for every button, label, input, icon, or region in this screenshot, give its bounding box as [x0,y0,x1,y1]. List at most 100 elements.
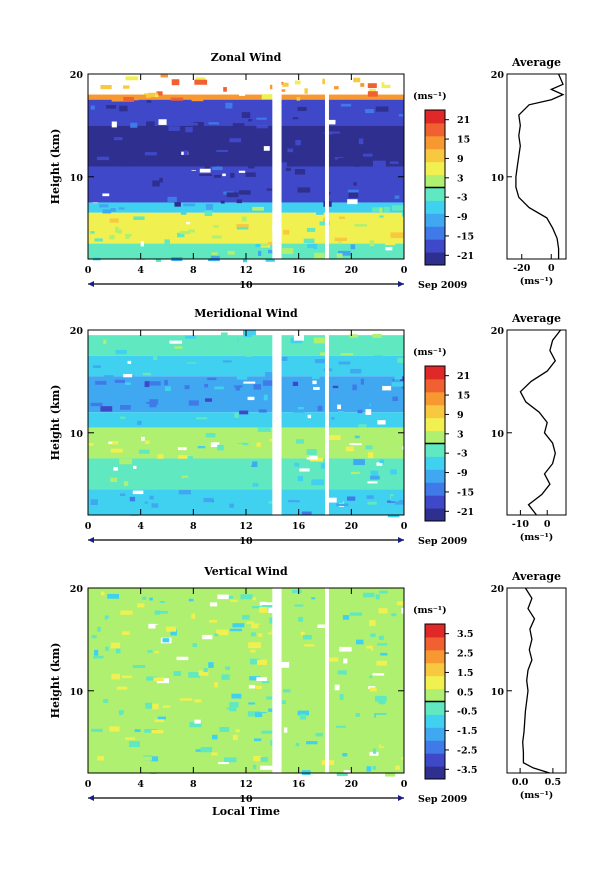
heatmap-cell [203,668,208,673]
heatmap-cell [108,441,119,445]
heatmap-cell [303,737,311,741]
heatmap-cell [160,74,168,78]
heatmap-cell [347,189,359,193]
heatmap-cell [328,657,339,662]
heatmap-cell [186,357,197,363]
heatmap-cell [317,405,323,411]
heatmap-cell [256,442,261,447]
heatmap-cell [394,195,400,199]
heatmap-cell [90,499,98,506]
heatmap-cell [373,748,377,754]
heatmap-cell [156,91,163,96]
heatmap-cell [401,212,404,217]
heatmap-cell [239,93,246,96]
heatmap-cell [130,122,138,128]
heatmap-cell [330,745,337,752]
colorbar-tick-label: 3.5 [457,629,474,640]
heatmap-cell [294,462,300,467]
data-gap [325,588,329,773]
heatmap-cell [293,409,305,413]
heatmap-cell [281,356,288,361]
heatmap-cell [253,755,262,762]
profile-x-label: (ms⁻¹) [520,790,554,801]
heatmap-cell [397,497,404,502]
heatmap-cell [379,207,383,214]
heatmap-cell [254,729,267,734]
x-axis-label: Local Time [212,805,280,818]
heatmap-cell [315,732,323,737]
heatmap-cell [213,175,222,178]
heatmap-cell [104,615,109,620]
heatmap-cell [267,223,272,227]
heatmap-cell [339,646,352,652]
heatmap-cell [229,628,243,632]
heatmap-cell [261,605,274,610]
heatmap-cell [213,424,224,427]
heatmap-cell [194,626,205,631]
heatmap-cell [162,638,170,643]
heatmap-cell [97,756,104,761]
heatmap-cell [259,601,267,606]
colorbar-segment [425,378,445,393]
heatmap-cell [240,472,244,478]
heatmap-cell [119,493,126,496]
heatmap-cell [283,689,291,693]
heatmap-cell [211,734,218,740]
profile-y-tick-label: 20 [491,70,505,81]
heatmap-cell [248,642,261,649]
heatmap-cell [384,80,397,85]
heatmap-cell [258,409,267,413]
heatmap-cell [110,477,118,482]
profile-line [515,73,565,259]
heatmap-cell [154,651,160,654]
heatmap-cell [229,138,242,143]
heatmap-cell [188,672,201,678]
heatmap-cell [124,375,134,380]
heatmap-cell [373,355,383,358]
heatmap-cell [252,206,265,211]
heatmap-cell [148,381,161,386]
heatmap-cell [282,82,289,87]
heatmap-cell [129,496,136,502]
heatmap-cell [306,449,317,455]
colorbar-segment [425,391,445,406]
heatmap-cell [319,221,330,226]
heatmap-cell [163,743,168,749]
heatmap-cell [313,337,326,344]
heatmap-cell [166,664,173,668]
heatmap-cell [123,373,133,378]
profile-y-tick-label: 20 [491,584,505,595]
heatmap-cell [188,400,199,406]
heatmap-cell [259,598,263,601]
heatmap-cell [216,629,229,636]
colorbar-tick-label: 0.5 [457,687,474,698]
heatmap-cell [230,172,235,178]
heatmap-cell [368,668,376,673]
heatmap-cell [129,236,133,243]
colorbar-tick-label: -1.5 [457,726,477,737]
heatmap-cell [353,77,361,83]
heatmap-cell [144,729,157,733]
heatmap-cell [337,410,345,415]
heatmap-cell [283,229,290,235]
heatmap-cell [375,594,380,600]
heatmap-cell [229,702,239,708]
heatmap-cell [103,399,111,405]
heatmap-cell [167,196,177,203]
heatmap-band [88,94,404,100]
heatmap-cell [331,481,343,485]
heatmap-cell [339,693,344,700]
heatmap-cell [140,756,152,761]
heatmap-cell [162,705,171,708]
heatmap-cell [265,602,276,608]
heatmap-cell [123,97,134,102]
heatmap-cell [378,635,384,640]
heatmap-cell [258,89,265,93]
heatmap-cell [334,684,340,691]
panel-title: Vertical Wind [203,565,288,578]
heatmap-cell [90,134,100,139]
heatmap-cell [115,226,119,233]
heatmap-cell [376,462,383,466]
colorbar-tick-label: -3 [457,193,468,204]
x-tick-label: 0 [401,779,408,790]
